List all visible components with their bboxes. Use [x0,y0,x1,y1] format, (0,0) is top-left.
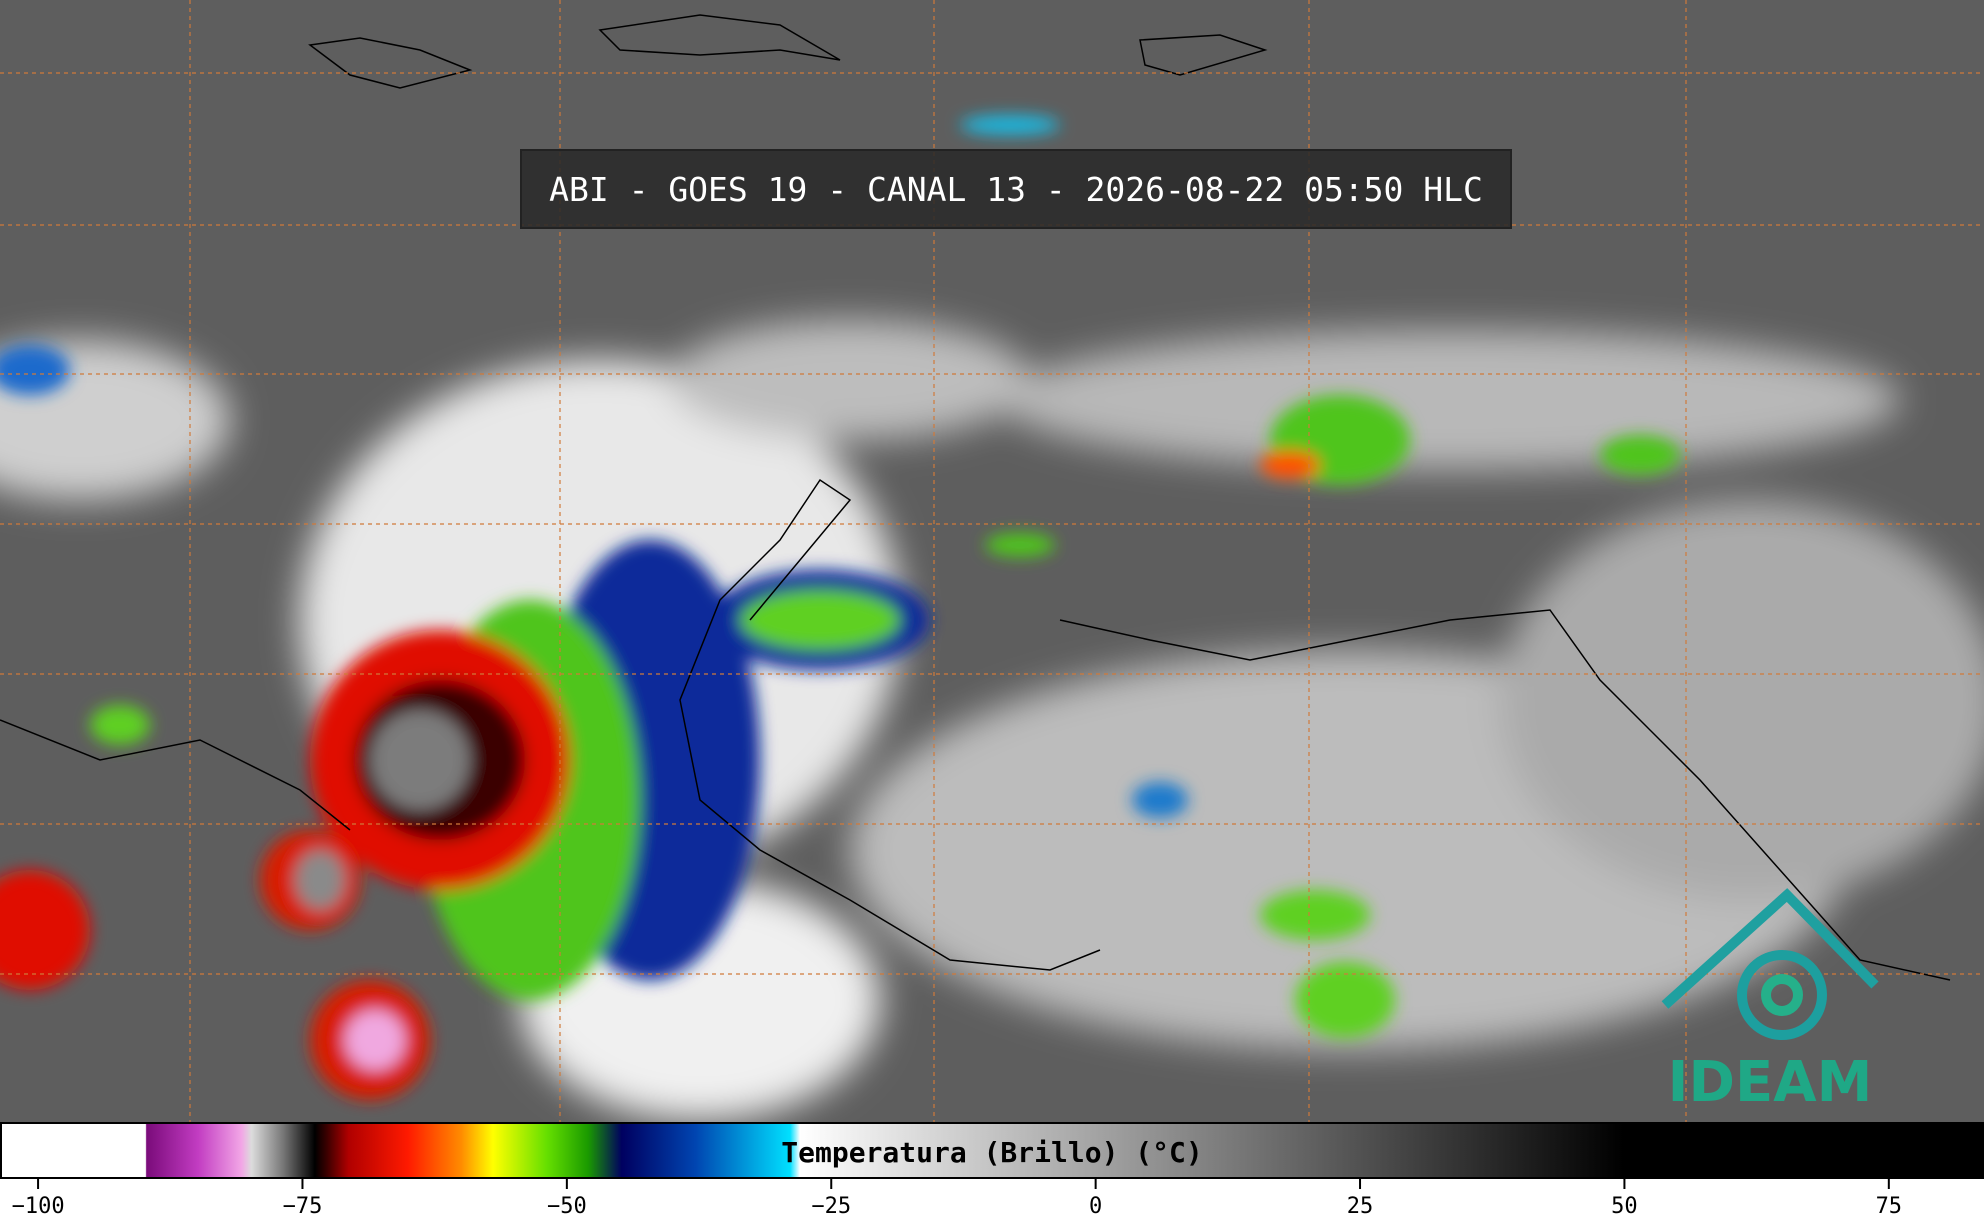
title: ABI - GOES 19 - CANAL 13 - 2026-08-22 05… [520,149,1512,229]
tick-label: 0 [1089,1194,1102,1219]
logo-text: IDEAM [1667,1050,1873,1115]
tick-label: 50 [1611,1194,1638,1219]
colorbar-ticks: −100 −75 −50 −25 0 25 50 75 [12,1179,1903,1219]
tick-label: 75 [1876,1194,1903,1219]
tick-label: −100 [12,1194,65,1219]
colorbar-label: Temperatura (Brillo) (°C) [781,1136,1203,1169]
clouds-cold [0,115,1680,1100]
logo-mark [1661,888,1879,1040]
tick-label: −25 [811,1194,851,1219]
coastlines [0,14,1951,981]
tick-label: −75 [283,1194,323,1219]
colorbar [0,1122,1984,1179]
tick-label: −50 [547,1194,587,1219]
tick-label: 25 [1347,1194,1374,1219]
